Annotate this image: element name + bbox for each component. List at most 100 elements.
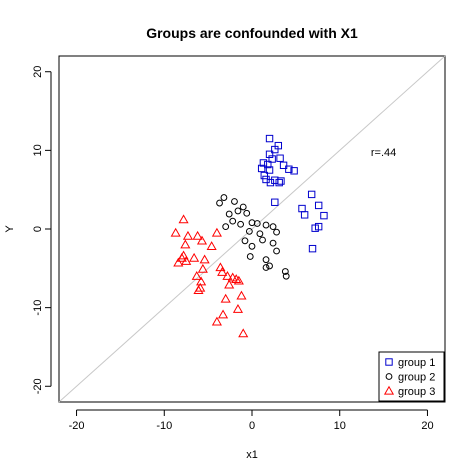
- x-axis: -20 -10 0 10 20: [69, 409, 434, 432]
- data-point: [275, 178, 283, 187]
- data-point: [311, 224, 319, 232]
- data-point: [178, 214, 189, 224]
- data-point: [300, 211, 309, 219]
- data-point: [233, 275, 244, 285]
- x-tick-label: 10: [334, 420, 346, 432]
- y-tick-label: 0: [32, 226, 44, 232]
- data-point: [273, 228, 280, 236]
- data-point: [259, 236, 266, 244]
- data-point: [243, 209, 251, 217]
- data-point: [265, 166, 274, 174]
- data-point: [222, 270, 233, 280]
- data-point: [307, 190, 316, 199]
- data-point: [320, 211, 328, 220]
- data-point: [262, 256, 270, 264]
- series-3: [170, 214, 249, 338]
- data-point: [266, 262, 273, 270]
- data-point: [217, 267, 228, 276]
- data-point: [269, 239, 277, 247]
- data-point: [222, 223, 230, 231]
- x-tick-label: -10: [156, 420, 172, 432]
- data-point: [248, 219, 256, 227]
- data-point: [182, 230, 194, 240]
- data-point: [282, 272, 290, 280]
- data-point: [211, 316, 222, 326]
- x-tick-label: 0: [249, 420, 255, 432]
- data-point: [285, 165, 293, 173]
- data-point: [262, 221, 270, 229]
- y-axis-label: Y: [4, 225, 16, 233]
- data-point: [271, 145, 279, 154]
- legend-marker: [383, 385, 395, 395]
- data-point: [257, 164, 266, 173]
- y-tick-label: -20: [32, 378, 44, 394]
- data-point: [189, 252, 200, 262]
- data-point: [224, 279, 235, 289]
- data-point: [180, 239, 191, 249]
- data-point: [273, 247, 280, 255]
- y-tick-label: -10: [32, 300, 44, 316]
- legend-item: group 3: [383, 385, 435, 398]
- data-point: [237, 220, 244, 228]
- y-tick-label: 20: [32, 66, 44, 78]
- data-point: [260, 171, 268, 180]
- x-tick-label: -20: [69, 420, 85, 432]
- data-point: [269, 223, 277, 231]
- reference-line: [58, 55, 446, 403]
- data-point: [199, 254, 210, 264]
- correlation-annotation: r=.44: [371, 147, 396, 159]
- data-point: [197, 263, 208, 273]
- reference-line-layer: [58, 55, 446, 403]
- legend-label: group 1: [398, 357, 435, 369]
- legend-label: group 2: [398, 372, 435, 384]
- chart-title: Groups are confounded with X1: [146, 25, 358, 41]
- data-point: [314, 201, 323, 210]
- data-point: [191, 270, 202, 280]
- data-point: [220, 293, 231, 303]
- data-point: [211, 227, 222, 237]
- data-point: [193, 285, 204, 294]
- data-point: [241, 237, 249, 245]
- data-point: [279, 161, 288, 170]
- data-point: [206, 241, 217, 250]
- data-point: [238, 328, 249, 338]
- data-point: [256, 230, 264, 238]
- data-point: [262, 264, 270, 271]
- data-point: [290, 167, 298, 175]
- data-point: [229, 217, 237, 225]
- data-point: [271, 198, 279, 206]
- data-point: [245, 227, 253, 235]
- data-point: [308, 244, 317, 253]
- data-point: [281, 268, 289, 275]
- data-point: [268, 155, 276, 163]
- x-tick-label: 20: [421, 420, 433, 432]
- data-point: [231, 198, 238, 205]
- data-point: [234, 207, 242, 215]
- x-axis-label: x1: [246, 449, 258, 461]
- legend-label: group 3: [398, 386, 435, 398]
- data-point: [265, 150, 274, 158]
- data-point: [248, 242, 256, 250]
- legend-box: [378, 351, 445, 402]
- data-point: [239, 203, 247, 211]
- points-layer: [170, 134, 328, 338]
- legend-item: group 1: [385, 357, 435, 369]
- data-point: [196, 235, 208, 245]
- y-tick-label: 10: [32, 144, 44, 156]
- data-point: [276, 154, 284, 162]
- data-point: [176, 252, 187, 262]
- y-axis: -20 -10 0 10 20: [32, 66, 52, 394]
- data-point: [259, 159, 268, 167]
- data-point: [264, 160, 272, 169]
- data-point: [262, 175, 270, 184]
- data-point: [173, 257, 184, 267]
- data-point: [236, 290, 247, 300]
- data-point: [170, 227, 181, 237]
- legend-marker: [385, 373, 393, 380]
- series-1: [257, 134, 328, 253]
- legend: group 1 group 2 group 3: [378, 351, 445, 402]
- series-2: [216, 194, 290, 280]
- data-point: [232, 304, 244, 313]
- data-point: [265, 134, 274, 143]
